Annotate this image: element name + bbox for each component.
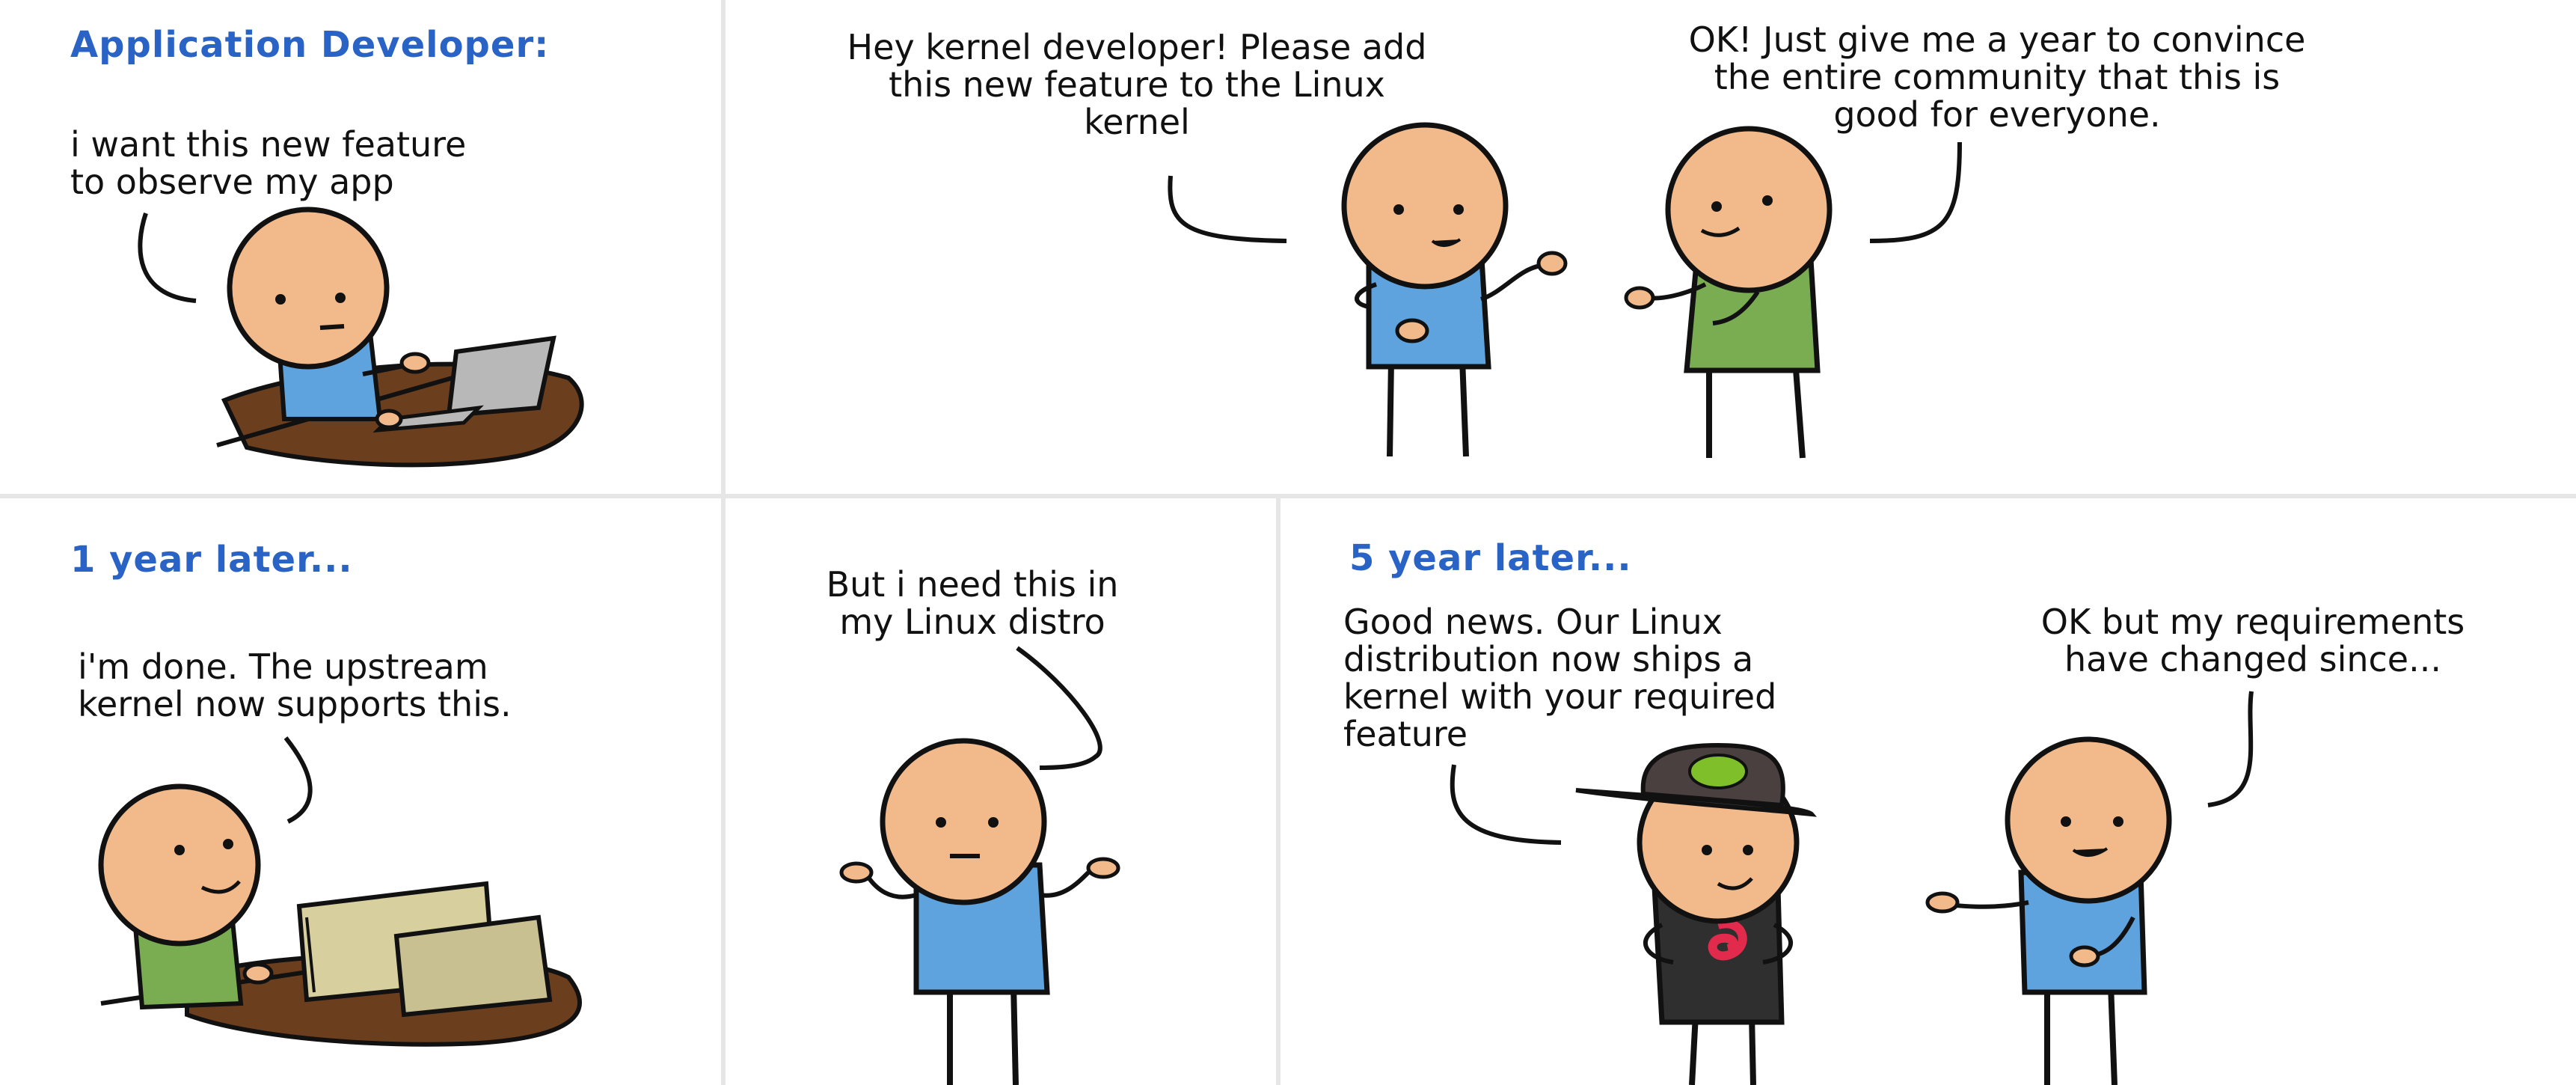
mouth — [319, 324, 345, 330]
head — [2005, 736, 2172, 904]
eye — [223, 839, 233, 849]
monitor-front — [393, 914, 553, 1018]
speech-text-right: OK but my requirements have changed sinc… — [2040, 602, 2465, 679]
panel-caption: Application Developer: — [70, 24, 550, 66]
eye — [2061, 816, 2071, 827]
developer-at-laptop-illustration — [138, 207, 584, 468]
mouth — [200, 880, 241, 894]
panel-3: 1 year later... i'm done. The upstream k… — [0, 498, 721, 1085]
mouth — [1431, 238, 1462, 247]
panel-4: But i need this in my Linux distro — [726, 498, 1276, 1085]
mouth — [1700, 226, 1741, 237]
chameleon-icon — [1688, 754, 1748, 789]
eye — [988, 817, 999, 828]
eye — [936, 817, 946, 828]
eye — [2113, 816, 2123, 827]
distro-logo — [1708, 919, 1747, 961]
head — [1341, 122, 1509, 290]
vertical-divider-top — [721, 0, 726, 494]
panel-caption: 1 year later... — [70, 539, 353, 581]
panel-2: Hey kernel developer! Please add this ne… — [726, 0, 2576, 494]
mouth — [2072, 847, 2109, 857]
vertical-divider-bottom-left — [721, 498, 726, 1085]
shrugging-developer-illustration — [839, 646, 1120, 1085]
developer-at-computer-illustration — [98, 736, 582, 1047]
speech-text-left: Hey kernel developer! Please add this ne… — [847, 27, 1427, 142]
head — [1665, 126, 1833, 293]
eye — [1702, 845, 1712, 855]
horizontal-divider — [0, 494, 2576, 498]
eye — [1743, 845, 1753, 855]
kernel-request-illustration — [1168, 122, 1962, 459]
vertical-divider-bottom-right — [1276, 498, 1281, 1085]
panel-5: 5 year later... Good news. Our Linux dis… — [1281, 498, 2576, 1085]
eye — [1453, 204, 1464, 215]
laptop-screen — [446, 335, 556, 418]
eye — [1762, 195, 1773, 206]
eye — [275, 294, 286, 305]
speech-text: But i need this in my Linux distro — [826, 564, 1119, 642]
eye — [174, 845, 185, 855]
speech-text-right: OK! Just give me a year to convince the … — [1688, 19, 2306, 135]
speech-text: i want this new feature to observe my ap… — [70, 124, 467, 202]
panel-1: Application Developer: i want this new f… — [0, 0, 721, 494]
mouth — [1717, 877, 1753, 890]
eye — [1711, 201, 1722, 212]
eye — [335, 293, 346, 303]
eye — [1393, 204, 1404, 215]
speech-text-left: Good news. Our Linux distribution now sh… — [1343, 602, 1777, 754]
head — [227, 207, 390, 370]
head — [880, 738, 1047, 905]
head — [98, 783, 261, 947]
panel-caption: 5 year later... — [1349, 537, 1632, 579]
speech-text: i'm done. The upstream kernel now suppor… — [78, 647, 512, 724]
distro-maintainer-illustration — [1450, 691, 2254, 1085]
